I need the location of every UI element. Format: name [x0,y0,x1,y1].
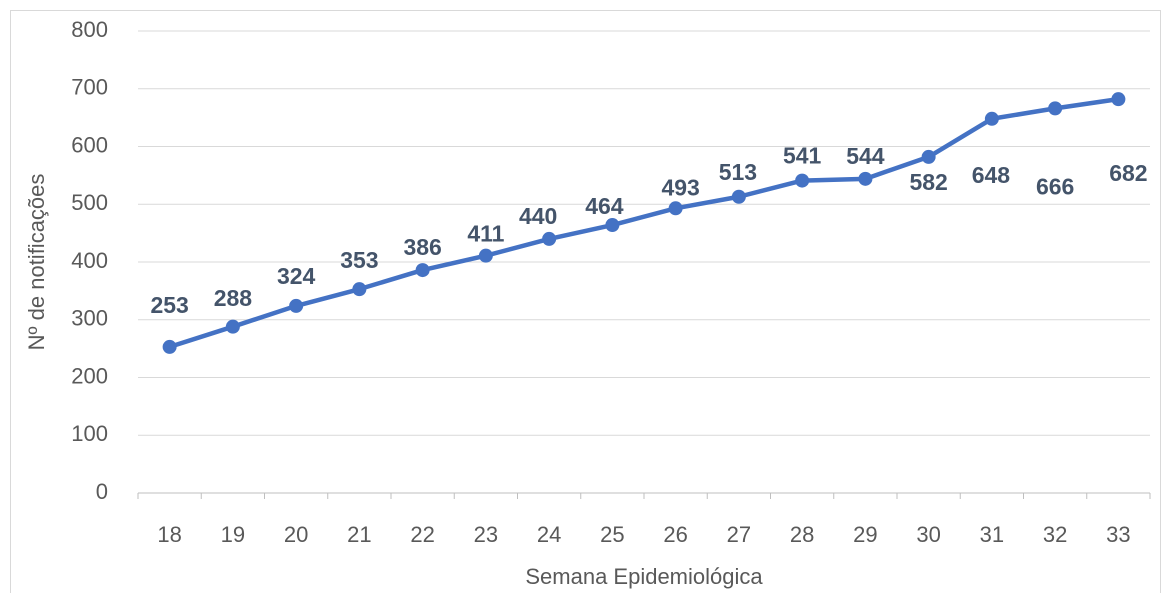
data-label: 324 [277,263,316,289]
data-label: 288 [214,285,253,311]
data-label: 682 [1109,160,1147,186]
marker [921,149,936,164]
marker [605,218,620,233]
marker [1048,101,1063,116]
line [168,96,1119,350]
data-label: 464 [585,193,624,219]
data-label: 253 [150,292,188,318]
x-tick-label: 24 [537,522,561,547]
data-label: 648 [972,162,1011,188]
data-label: 541 [783,143,822,169]
marker [225,319,240,334]
data-label: 666 [1036,173,1074,199]
y-tick-label: 600 [71,132,108,157]
y-tick-label: 800 [71,17,108,42]
y-tick-label: 400 [71,248,108,273]
x-tick-label: 28 [790,522,814,547]
x-tick-label: 20 [284,522,308,547]
y-tick-label: 100 [71,421,108,446]
marker [289,298,304,313]
x-tick-label: 29 [853,522,877,547]
marker [984,111,999,126]
x-tick-label: 26 [663,522,687,547]
x-tick-label: 33 [1106,522,1130,547]
marker [795,173,810,188]
data-label: 493 [661,174,699,200]
y-tick-label: 300 [71,306,108,331]
marker [352,282,367,297]
data-label: 440 [519,203,557,229]
x-tick-label: 30 [916,522,940,547]
marker [478,248,493,263]
chart-border [10,10,1161,593]
y-tick-label: 0 [96,479,108,504]
marker [668,201,683,216]
x-axis-label: Semana Epidemiológica [525,564,763,589]
marker [731,189,746,204]
data-label: 544 [846,143,885,169]
x-tick-label: 23 [474,522,498,547]
data-label: 386 [403,234,441,260]
marker [415,263,430,278]
y-axis-label: Nº de notificações [24,174,49,351]
x-tick-label: 18 [157,522,181,547]
y-tick-label: 700 [71,75,108,100]
marker [162,339,177,354]
y-tick-label: 500 [71,190,108,215]
data-label: 513 [719,159,757,185]
x-tick-label: 32 [1043,522,1067,547]
x-tick-label: 27 [727,522,751,547]
marker [1111,92,1126,107]
x-tick-label: 31 [980,522,1004,547]
x-tick-label: 25 [600,522,624,547]
x-tick-label: 19 [221,522,245,547]
data-label: 353 [340,247,378,273]
y-tick-label: 200 [71,363,108,388]
x-tick-label: 21 [347,522,371,547]
data-label: 582 [909,169,947,195]
marker [542,231,557,246]
x-tick-label: 22 [410,522,434,547]
data-label: 411 [467,221,504,247]
marker [858,171,873,186]
